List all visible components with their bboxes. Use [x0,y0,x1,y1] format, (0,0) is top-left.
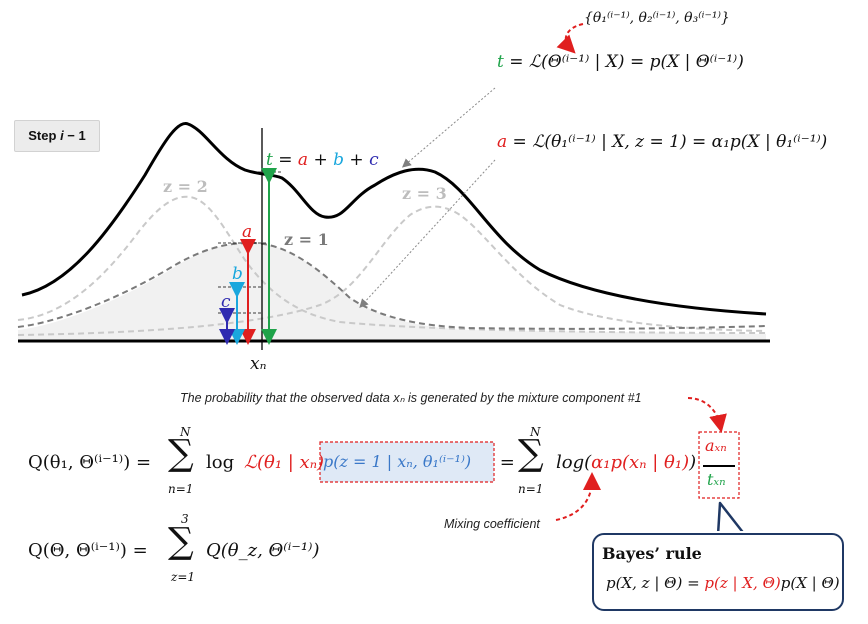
log2-term: log(α₁p(xₙ | θ₁)) [556,452,697,473]
red-pointer-note [687,397,727,433]
sum2-bottom: n=1 [518,482,544,496]
pointer-a [359,159,496,308]
likelihood-term: ℒ(θ₁ | xₙ) [244,452,325,473]
step-badge: Step i − 1 [14,120,100,152]
equation-a: a = ℒ(θ₁⁽ⁱ⁻¹⁾ | X, z = 1) = α₁p(X | θ₁⁽ⁱ… [497,132,828,152]
q-total-rhs: Q(θ_z, Θ⁽ⁱ⁻¹⁾) [206,540,320,561]
red-pointer-top [556,23,584,54]
pointer-t [401,87,496,168]
sum1-bottom: n=1 [168,482,194,496]
bayes-rule-box [592,533,844,611]
q-equation-lhs: Q(θ₁, Θ⁽ⁱ⁻¹⁾) = [28,452,152,473]
note-probability: The probability that the observed data x… [180,391,642,405]
equals-2: = [494,452,521,473]
fraction-box [698,431,740,499]
bayes-callout-tail [716,501,747,537]
label-z1: z = 1 [284,230,329,249]
label-a: a [242,222,253,242]
sum3-symbol: ∑ [168,521,194,562]
component-1-area [18,242,766,341]
sum1-top: N [180,425,191,439]
q-total-lhs: Q(Θ, Θ⁽ⁱ⁻¹⁾) = [28,540,148,561]
red-pointer-mixing [555,472,601,521]
log-term: log [206,452,235,473]
equation-t: t = ℒ(Θ⁽ⁱ⁻¹⁾ | X) = p(X | Θ⁽ⁱ⁻¹⁾) [497,52,744,72]
posterior-box [319,441,495,483]
label-c: c [221,292,231,312]
component-1-curve [17,241,767,330]
bayes-rule-title: Bayes’ rule [602,544,702,563]
frac-bar [703,465,735,467]
posterior-term: p(z = 1 | xₙ, θ₁⁽ⁱ⁻¹⁾) [323,452,472,471]
sum-label: t = a + b + c [266,150,379,170]
label-b: b [232,264,243,284]
sum1-symbol: ∑ [168,433,194,474]
sum3-bottom: z=1 [171,570,196,584]
mixture-curve [21,122,767,316]
bayes-rule-equation: p(X, z | Θ) = p(z | X, Θ)p(X | Θ) [606,574,840,592]
frac-numerator: aₓₙ [705,436,727,455]
sum3-top: 3 [181,512,189,526]
frac-denominator: tₓₙ [707,470,726,489]
sum2-symbol: ∑ [518,433,544,474]
label-xn: xₙ [250,354,267,374]
label-z3: z = 3 [402,184,447,203]
theta-set: {θ₁⁽ⁱ⁻¹⁾, θ₂⁽ⁱ⁻¹⁾, θ₃⁽ⁱ⁻¹⁾} [584,10,730,26]
sum2-top: N [530,425,541,439]
label-z2: z = 2 [163,177,208,196]
mixing-coefficient-label: Mixing coefficient [444,517,540,531]
